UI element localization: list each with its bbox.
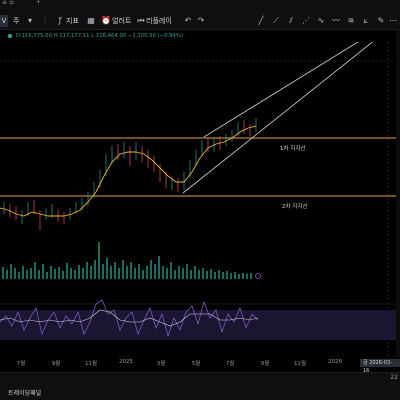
top-toolbar: ≡ ☰ + V 주 ▾ ⫶ ƒ 지표 ▦ ⏰ 얼러트 ⏮ 리플레이 ↶ ↷ ╱ …: [0, 0, 400, 30]
time-tick: 9월: [260, 361, 270, 367]
undo-icon[interactable]: ↶: [184, 16, 192, 25]
oscillator-signal-line: [0, 309, 259, 327]
ohlc-change: −1,105.50 (−0.94%): [127, 33, 184, 39]
volume-marker-icon[interactable]: [255, 273, 261, 279]
ohlc-low: L 116,464.00: [91, 33, 127, 39]
fib-tool-icon[interactable]: ≋: [347, 16, 355, 25]
trend-line-lower[interactable]: [182, 42, 400, 194]
channel-tool-icon[interactable]: ⫽: [289, 16, 293, 25]
support2-label: 2차 지지선: [282, 204, 308, 210]
indicators-button[interactable]: 지표: [66, 17, 79, 25]
more-tools-icon[interactable]: ⋯: [389, 16, 397, 25]
oscillator-line: [0, 299, 259, 338]
chevron-down-icon[interactable]: ▾: [27, 16, 32, 25]
current-date-badge: 금 2026-03-16: [360, 359, 400, 374]
time-tick: 11월: [84, 361, 98, 367]
brush-tool-icon[interactable]: ✎: [377, 16, 385, 25]
status-dot-icon: [8, 33, 12, 38]
time-tick: 7월: [225, 361, 235, 367]
trendline-tool-icon[interactable]: ╱: [258, 16, 264, 25]
chart-type-icon[interactable]: ⫶: [44, 16, 46, 25]
ohlc-legend: O 116,775.00 H 117,177.11 L 116,464.00 −…: [8, 33, 183, 41]
replay-button[interactable]: 리플레이: [146, 17, 172, 25]
volume-bars: [2, 242, 252, 279]
top-left-strip: ≡ ☰: [2, 0, 15, 6]
ohlc-open: O 116,775.00: [15, 33, 52, 39]
symbol-box[interactable]: V: [0, 15, 8, 27]
time-tick: 7월: [16, 361, 26, 367]
time-tick: 2026: [328, 359, 342, 365]
bottom-time: 22: [390, 374, 398, 381]
trading-panel-tab[interactable]: 트레이딩패널: [8, 390, 42, 397]
add-tab-icon[interactable]: +: [36, 0, 42, 6]
alert-icon[interactable]: ⏰: [101, 16, 111, 25]
redo-icon[interactable]: ↷: [197, 16, 205, 25]
time-tick: 9월: [51, 361, 61, 367]
time-tick: 5월: [191, 361, 201, 367]
time-tick: 2025: [119, 359, 133, 365]
pattern-tool-icon[interactable]: ∿: [317, 16, 325, 25]
alerts-button[interactable]: 얼러트: [112, 17, 132, 25]
candles: [3, 118, 257, 230]
moving-average-line: [0, 125, 257, 217]
ray-tool-icon[interactable]: ⟋: [273, 16, 279, 25]
ohlc-high: H 117,177.11: [53, 33, 90, 39]
time-tick: 3월: [156, 361, 166, 367]
templates-icon[interactable]: ▦: [87, 16, 95, 25]
wave-tool-icon[interactable]: 〰: [332, 16, 340, 25]
projection-tool-icon[interactable]: ⟀: [363, 16, 369, 25]
indicators-icon[interactable]: ƒ: [58, 16, 62, 25]
path-tool-icon[interactable]: ⋰: [302, 16, 310, 25]
interval-button[interactable]: 주: [13, 17, 20, 25]
support1-label: 1차 지지선: [280, 146, 306, 152]
price-scale[interactable]: [396, 30, 400, 357]
bottom-bar: 22 트레이딩패널: [0, 372, 400, 400]
trend-line-upper[interactable]: [203, 42, 400, 138]
replay-icon[interactable]: ⏮: [137, 16, 145, 25]
time-tick: 11월: [293, 361, 307, 367]
time-axis[interactable]: 7월 9월 11월 2025 3월 5월 7월 9월 11월 2026 3월: [0, 357, 400, 369]
price-chart[interactable]: [0, 42, 400, 357]
